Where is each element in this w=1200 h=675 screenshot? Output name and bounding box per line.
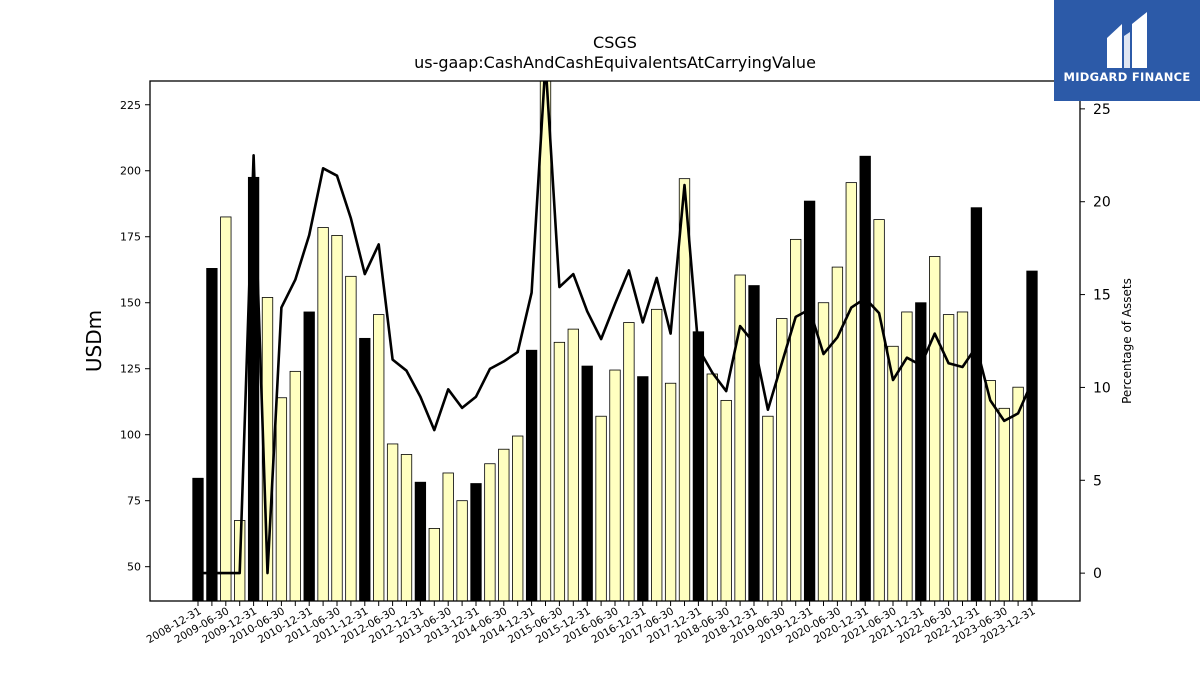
bar: [915, 302, 927, 601]
y2-tick-label: 0: [1093, 566, 1102, 582]
bar: [706, 373, 718, 601]
bar: [901, 311, 913, 601]
bar: [956, 311, 969, 601]
bar: [970, 207, 983, 601]
bar: [206, 268, 218, 601]
bar: [748, 285, 760, 601]
bar: [609, 369, 621, 601]
y2-axis-label: Percentage of Assets: [1120, 278, 1134, 404]
bar: [525, 349, 538, 601]
bar: [762, 415, 774, 601]
y2-tick-label: 20: [1093, 195, 1111, 211]
bar: [498, 448, 510, 601]
bar: [289, 370, 301, 601]
bar: [734, 274, 746, 601]
bar: [623, 322, 635, 601]
bar: [442, 472, 454, 601]
bar: [220, 216, 232, 601]
chart-title: CSGS: [593, 33, 637, 52]
bar: [414, 481, 427, 601]
bar: [803, 200, 816, 601]
bar: [581, 365, 593, 601]
bar: [776, 318, 788, 601]
y-axis-label: USDm: [82, 310, 106, 372]
chart-subtitle: us-gaap:CashAndCashEquivalentsAtCarrying…: [414, 53, 816, 72]
bar: [678, 178, 691, 601]
bar: [831, 266, 844, 601]
y2-tick-label: 25: [1093, 102, 1111, 118]
y-tick-label: 100: [120, 429, 141, 442]
bar: [345, 275, 357, 601]
y-tick-label: 75: [127, 495, 141, 508]
bar: [484, 463, 496, 601]
bar: [873, 219, 885, 601]
bar: [373, 314, 385, 601]
y-tick-label: 225: [120, 99, 141, 112]
bar: [942, 314, 955, 601]
line-series: [198, 81, 1034, 575]
logo-icon: [1107, 12, 1147, 68]
bar: [400, 454, 413, 601]
bar: [275, 397, 288, 601]
logo: MIDGARD FINANCE: [1054, 0, 1200, 101]
bar: [664, 382, 677, 601]
bar: [428, 528, 440, 601]
percentage-line: [198, 81, 1034, 575]
bar: [651, 308, 663, 601]
bar: [331, 235, 343, 601]
y2-tick-label: 15: [1093, 288, 1111, 304]
bar: [637, 376, 649, 601]
bar: [567, 328, 579, 601]
logo-text: MIDGARD FINANCE: [1063, 70, 1191, 84]
y-tick-label: 50: [127, 561, 141, 574]
bar: [998, 407, 1010, 601]
bar: [720, 399, 732, 601]
bar: [929, 256, 941, 601]
y2-tick-label: 5: [1093, 473, 1102, 489]
bar: [470, 483, 482, 601]
y2-tick-label: 10: [1093, 380, 1111, 396]
bar: [192, 477, 204, 601]
bar: [887, 345, 899, 601]
bar: [1026, 270, 1038, 601]
bars: [192, 81, 1038, 601]
bar: [303, 311, 315, 601]
bar: [595, 415, 607, 601]
bar: [386, 443, 399, 601]
y-tick-label: 175: [120, 231, 141, 244]
bar: [790, 238, 802, 601]
bar: [984, 380, 996, 601]
bar: [817, 302, 830, 601]
bar: [1012, 386, 1024, 601]
bar: [859, 155, 871, 601]
bar: [317, 227, 329, 601]
bar: [456, 500, 468, 601]
bar: [553, 341, 566, 601]
bar: [845, 182, 857, 601]
bar: [359, 337, 371, 601]
y-tick-label: 150: [120, 297, 141, 310]
y-tick-label: 200: [120, 165, 141, 178]
bar: [512, 435, 524, 601]
bar: [692, 331, 705, 601]
y-tick-label: 125: [120, 363, 141, 376]
